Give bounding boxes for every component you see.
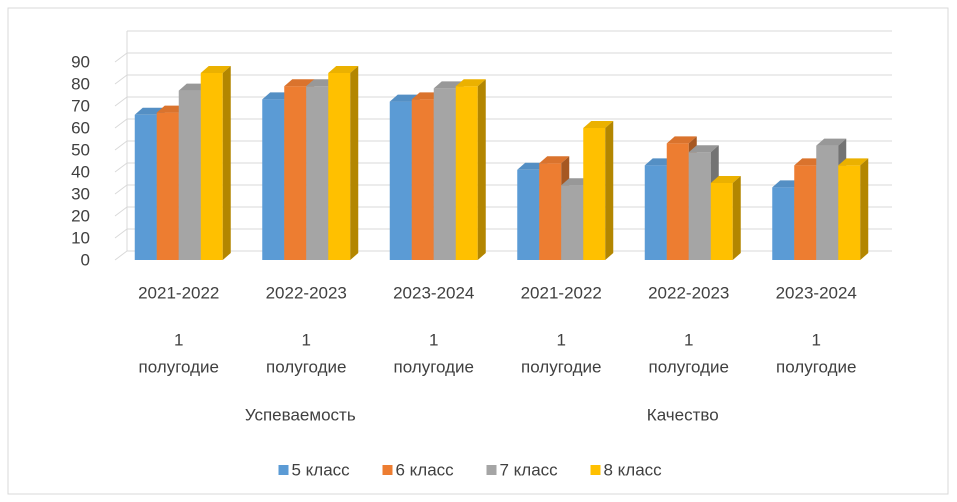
bar-top	[710, 176, 741, 183]
y-tick-label: 70	[71, 96, 90, 115]
bar-front	[389, 101, 412, 260]
x-tick-label: 2023-2024	[776, 283, 857, 302]
x-sub-label: полугодие	[649, 357, 729, 376]
y-tick-label: 0	[81, 250, 90, 269]
bar-front	[178, 90, 201, 260]
grid-line-side	[114, 228, 128, 239]
x-tick-label: 2022-2023	[266, 283, 347, 302]
bar-front	[583, 128, 606, 260]
legend-swatch	[278, 465, 289, 475]
bar-front	[838, 165, 861, 260]
bar-side	[222, 66, 231, 260]
grid-line-side	[114, 206, 128, 217]
grid-line-side	[114, 96, 128, 107]
x-tick-label: 2021-2022	[521, 283, 602, 302]
bar-top	[838, 158, 869, 166]
bar-top	[583, 121, 614, 128]
bar-front	[539, 163, 562, 260]
x-group-label: Качество	[647, 405, 719, 424]
bar-front	[794, 165, 817, 260]
bar-front	[666, 143, 689, 260]
grid-line-side	[114, 184, 128, 195]
x-sub-label: полугодие	[521, 357, 601, 376]
legend-swatch	[486, 465, 497, 475]
x-sub-label: 1	[302, 330, 311, 349]
legend-label: 5 класс	[292, 460, 351, 479]
grid-line-side	[114, 250, 128, 261]
y-tick-label: 20	[71, 206, 90, 225]
y-tick-label: 60	[71, 118, 90, 137]
legend-label: 7 класс	[500, 460, 559, 479]
bar-front	[455, 86, 478, 260]
legend-label: 6 класс	[396, 460, 455, 479]
bar-front	[433, 88, 456, 261]
bar-top	[455, 79, 486, 87]
bar-front	[200, 73, 223, 260]
bar-front	[134, 114, 157, 260]
bar-side	[860, 158, 869, 260]
bar-front	[262, 99, 285, 261]
bar-front	[710, 183, 733, 260]
bar-front	[688, 152, 711, 260]
bar-top	[688, 145, 719, 153]
bar-side	[477, 79, 486, 260]
x-sub-label: полугодие	[394, 357, 474, 376]
grid-line-side	[114, 74, 128, 85]
y-tick-label: 40	[71, 162, 90, 181]
x-sub-label: полугодие	[776, 357, 856, 376]
bar-side	[350, 66, 359, 260]
legend-swatch	[590, 465, 601, 475]
bar-top	[284, 79, 315, 87]
bar-side	[605, 121, 614, 260]
x-tick-label: 2022-2023	[648, 283, 729, 302]
bar-top	[328, 66, 359, 73]
bar-front	[561, 185, 584, 260]
x-sub-label: 1	[429, 330, 438, 349]
x-tick-label: 2021-2022	[138, 283, 219, 302]
bar-front	[411, 99, 434, 261]
bar-top	[539, 156, 570, 164]
legend-swatch	[382, 465, 393, 475]
x-sub-label: 1	[684, 330, 693, 349]
x-sub-label: 1	[174, 330, 183, 349]
y-tick-label: 80	[71, 74, 90, 93]
x-sub-label: полугодие	[139, 357, 219, 376]
y-tick-label: 10	[71, 228, 90, 247]
x-sub-label: 1	[812, 330, 821, 349]
grid-line-side	[114, 118, 128, 129]
x-sub-label: 1	[557, 330, 566, 349]
bar-top	[200, 66, 231, 73]
bar-front	[816, 145, 839, 260]
y-tick-label: 90	[71, 52, 90, 71]
grid-line-side	[114, 140, 128, 151]
legend-label: 8 класс	[604, 460, 663, 479]
x-sub-label: полугодие	[266, 357, 346, 376]
bar-front	[284, 86, 307, 260]
bar-front	[772, 187, 795, 260]
grid-line-side	[114, 52, 128, 63]
bar-front	[156, 112, 179, 260]
bar-top	[816, 138, 847, 146]
bar-front	[517, 169, 540, 260]
x-group-label: Успеваемость	[245, 405, 356, 424]
y-tick-label: 30	[71, 184, 90, 203]
bar-front	[644, 165, 667, 260]
x-tick-label: 2023-2024	[393, 283, 474, 302]
grid-line-side	[114, 162, 128, 173]
bar-top	[666, 136, 697, 144]
bar-front	[306, 86, 329, 260]
bar-front	[328, 73, 351, 260]
bar-side	[732, 176, 741, 260]
y-tick-label: 50	[71, 140, 90, 159]
